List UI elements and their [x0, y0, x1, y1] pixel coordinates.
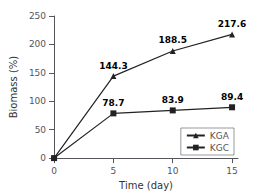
- svg-text:0: 0: [51, 166, 57, 176]
- svg-text:200: 200: [29, 39, 46, 49]
- svg-text:188.5: 188.5: [159, 35, 187, 45]
- svg-text:100: 100: [29, 96, 46, 106]
- svg-text:78.7: 78.7: [102, 98, 124, 108]
- svg-text:83.9: 83.9: [162, 95, 184, 105]
- svg-text:KGC: KGC: [210, 143, 229, 153]
- svg-text:250: 250: [29, 11, 46, 21]
- svg-text:Biomass (%): Biomass (%): [8, 56, 19, 119]
- svg-text:217.6: 217.6: [218, 19, 246, 29]
- svg-text:89.4: 89.4: [221, 92, 243, 102]
- svg-text:5: 5: [111, 166, 117, 176]
- svg-text:50: 50: [35, 125, 47, 135]
- svg-text:Time (day): Time (day): [118, 180, 173, 191]
- svg-text:10: 10: [167, 166, 179, 176]
- svg-text:15: 15: [226, 166, 237, 176]
- svg-text:144.3: 144.3: [99, 61, 127, 71]
- svg-text:150: 150: [29, 68, 46, 78]
- svg-text:KGA: KGA: [210, 131, 230, 141]
- svg-text:0: 0: [40, 153, 46, 163]
